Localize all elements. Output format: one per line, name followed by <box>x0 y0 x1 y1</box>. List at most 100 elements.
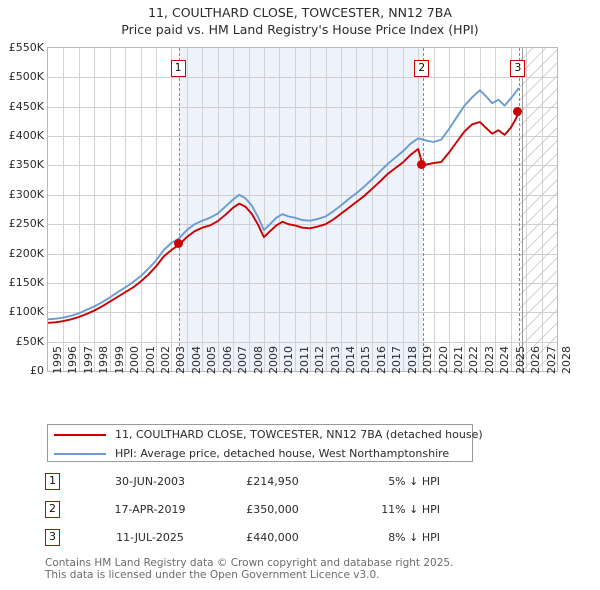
series-line <box>48 87 520 321</box>
gridline-vertical <box>449 48 450 371</box>
y-axis-tick-label: £450K <box>8 99 44 113</box>
x-axis-tick-label: 2006 <box>220 346 234 374</box>
gridline-vertical <box>356 48 357 371</box>
gridline-vertical <box>156 48 157 371</box>
x-axis-tick-label: 2021 <box>452 346 466 374</box>
x-axis-tick-label: 1995 <box>51 346 64 374</box>
x-axis-tick-label: 2009 <box>266 346 280 374</box>
legend-swatch-hpi <box>54 452 106 455</box>
y-axis-tick-label: £300K <box>8 187 44 201</box>
gridline-vertical <box>264 48 265 371</box>
gridline-vertical <box>495 48 496 371</box>
y-axis-tick-label: £400K <box>8 129 44 143</box>
gridline-horizontal <box>48 254 557 255</box>
gridline-vertical <box>341 48 342 371</box>
gridline-vertical <box>79 48 80 371</box>
sale-event-line <box>179 48 180 371</box>
x-axis-tick-label: 2025 <box>513 346 527 374</box>
x-axis-tick-label: 2001 <box>143 346 157 374</box>
x-axis-tick-label: 2007 <box>236 346 250 374</box>
gridline-vertical <box>110 48 111 371</box>
x-axis-tick-label: 2008 <box>251 346 265 374</box>
legend-item-hpi: HPI: Average price, detached house, West… <box>48 444 472 463</box>
row-index-badge: 1 <box>45 473 60 490</box>
gridline-horizontal <box>48 224 557 225</box>
x-axis-tick-label: 2012 <box>313 346 327 374</box>
sale-marker-label[interactable]: 3 <box>510 60 526 77</box>
sale-point-marker[interactable] <box>173 239 183 249</box>
legend-label-property: 11, COULTHARD CLOSE, TOWCESTER, NN12 7BA… <box>115 428 483 441</box>
row-date: 30-JUN-2003 <box>114 475 186 488</box>
row-hpi-delta: 8% ↓ HPI <box>388 531 440 544</box>
x-axis-tick-label: 2004 <box>189 346 203 374</box>
gridline-vertical <box>310 48 311 371</box>
sale-point-marker[interactable] <box>513 107 523 117</box>
gridline-vertical <box>480 48 481 371</box>
table-row: 1 30-JUN-2003 £214,950 5% ↓ HPI <box>45 472 465 500</box>
x-axis-tick-label: 2027 <box>544 346 558 374</box>
gridline-horizontal <box>48 312 557 313</box>
x-axis-tick-label: 2003 <box>174 346 188 374</box>
gridline-vertical <box>141 48 142 371</box>
gridline-vertical <box>249 48 250 371</box>
row-index-badge: 2 <box>45 501 60 518</box>
forecast-boundary-line <box>522 48 523 371</box>
legend-label-hpi: HPI: Average price, detached house, West… <box>115 447 450 460</box>
sale-point-marker[interactable] <box>417 159 427 169</box>
title-line-2: Price paid vs. HM Land Registry's House … <box>121 22 479 37</box>
gridline-horizontal <box>48 136 557 137</box>
legend-item-property: 11, COULTHARD CLOSE, TOWCESTER, NN12 7BA… <box>48 425 483 444</box>
y-axis-tick-label: £50K <box>15 334 44 348</box>
sale-marker-label[interactable]: 1 <box>170 60 186 77</box>
gridline-vertical <box>387 48 388 371</box>
ownership-period-band <box>179 48 423 371</box>
y-axis-tick-label: £200K <box>8 246 44 260</box>
title-line-1: 11, COULTHARD CLOSE, TOWCESTER, NN12 7BA <box>148 5 452 20</box>
y-axis-tick-label: £150K <box>8 275 44 289</box>
gridline-vertical <box>171 48 172 371</box>
table-row: 3 11-JUL-2025 £440,000 8% ↓ HPI <box>45 528 465 556</box>
gridline-vertical <box>526 48 527 371</box>
y-axis-tick-label: £550K <box>8 41 44 54</box>
footer-attribution: Contains HM Land Registry data © Crown c… <box>45 557 585 581</box>
row-price: £440,000 <box>246 531 299 544</box>
y-axis-tick-label: £350K <box>8 158 44 172</box>
gridline-horizontal <box>48 195 557 196</box>
footer-line-2: This data is licensed under the Open Gov… <box>45 569 380 581</box>
x-axis-tick-label: 1997 <box>81 346 95 374</box>
series-line <box>48 112 520 324</box>
legend-swatch-property <box>54 433 106 436</box>
gridline-horizontal <box>48 283 557 284</box>
gridline-horizontal <box>48 107 557 108</box>
footer-line-1: Contains HM Land Registry data © Crown c… <box>45 557 454 569</box>
gridline-vertical <box>94 48 95 371</box>
plot-canvas <box>48 48 557 371</box>
table-row: 2 17-APR-2019 £350,000 11% ↓ HPI <box>45 500 465 528</box>
series-lines <box>48 87 520 324</box>
gridline-horizontal <box>48 342 557 343</box>
gridline-vertical <box>218 48 219 371</box>
sale-marker-label[interactable]: 2 <box>414 60 430 77</box>
x-axis-tick-label: 2010 <box>282 346 296 374</box>
x-axis-tick-label: 2000 <box>128 346 142 374</box>
x-axis-tick-label: 2024 <box>498 346 512 374</box>
row-price: £214,950 <box>246 475 299 488</box>
y-axis-tick-label: £500K <box>8 70 44 84</box>
row-price: £350,000 <box>246 503 299 516</box>
row-hpi-delta: 5% ↓ HPI <box>388 475 440 488</box>
forecast-hatch-region <box>519 48 557 371</box>
x-axis-tick-label: 1999 <box>112 346 126 374</box>
x-axis-tick-label: 2011 <box>297 346 311 374</box>
y-axis-tick-label: £0 <box>30 364 44 377</box>
x-axis-tick-label: 2022 <box>467 346 481 374</box>
sales-table: 1 30-JUN-2003 £214,950 5% ↓ HPI 2 17-APR… <box>45 472 465 556</box>
row-date: 11-JUL-2025 <box>116 531 184 544</box>
x-axis-tick-label: 2013 <box>328 346 342 374</box>
gridline-vertical <box>464 48 465 371</box>
x-axis-tick-label: 2018 <box>405 346 419 374</box>
sale-event-line <box>423 48 424 371</box>
gridline-horizontal <box>48 165 557 166</box>
x-axis-tick-label: 1998 <box>97 346 111 374</box>
gridline-vertical <box>511 48 512 371</box>
